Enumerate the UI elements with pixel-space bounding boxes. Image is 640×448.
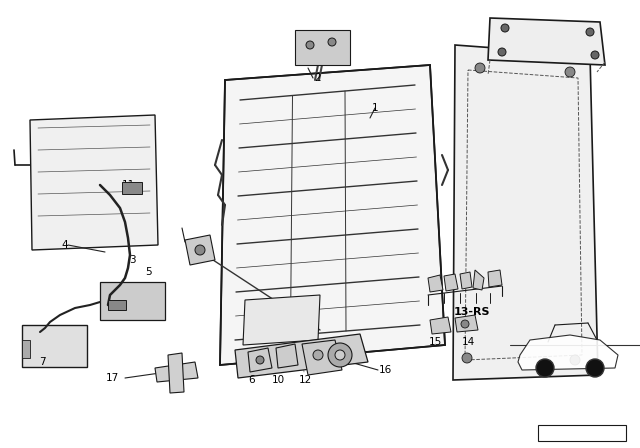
Text: 13-RS: 13-RS	[454, 307, 490, 317]
Polygon shape	[428, 275, 443, 292]
Polygon shape	[276, 344, 298, 368]
Text: 4: 4	[61, 240, 68, 250]
Text: 16: 16	[378, 365, 392, 375]
Bar	[22, 325, 87, 367]
Circle shape	[501, 24, 509, 32]
Bar	[108, 300, 126, 310]
Circle shape	[586, 28, 594, 36]
Polygon shape	[168, 353, 184, 393]
Text: 6: 6	[249, 375, 255, 385]
Circle shape	[498, 48, 506, 56]
Polygon shape	[235, 334, 368, 378]
Bar	[22, 340, 30, 358]
Circle shape	[461, 320, 469, 328]
Polygon shape	[488, 270, 502, 287]
Text: 2: 2	[315, 73, 321, 83]
Bar	[538, 425, 626, 441]
Polygon shape	[185, 235, 215, 265]
Circle shape	[591, 51, 599, 59]
Polygon shape	[473, 270, 484, 290]
Circle shape	[306, 41, 314, 49]
Text: 00395700: 00395700	[563, 428, 602, 438]
Bar	[122, 182, 142, 194]
Polygon shape	[243, 295, 320, 345]
Text: 11: 11	[122, 180, 134, 190]
Circle shape	[256, 356, 264, 364]
Circle shape	[195, 245, 205, 255]
Text: 10: 10	[271, 375, 285, 385]
Polygon shape	[455, 315, 478, 332]
Circle shape	[475, 63, 485, 73]
Polygon shape	[220, 65, 445, 365]
Polygon shape	[430, 317, 451, 334]
Circle shape	[565, 67, 575, 77]
Polygon shape	[444, 274, 458, 291]
Text: 5: 5	[145, 267, 151, 277]
Polygon shape	[488, 18, 605, 65]
Circle shape	[462, 353, 472, 363]
Circle shape	[586, 359, 604, 377]
Circle shape	[570, 355, 580, 365]
Text: 15: 15	[428, 337, 442, 347]
Circle shape	[328, 343, 352, 367]
Text: 7: 7	[38, 357, 45, 367]
Bar	[295, 30, 350, 65]
Circle shape	[536, 359, 554, 377]
Text: 3: 3	[129, 255, 135, 265]
Polygon shape	[155, 362, 198, 382]
Polygon shape	[518, 335, 618, 370]
Text: 1: 1	[372, 103, 378, 113]
Text: 14: 14	[461, 337, 475, 347]
Text: 12: 12	[298, 375, 312, 385]
Polygon shape	[460, 272, 472, 289]
Polygon shape	[302, 340, 342, 375]
Polygon shape	[248, 348, 272, 372]
Circle shape	[313, 350, 323, 360]
Polygon shape	[30, 115, 158, 250]
Polygon shape	[453, 45, 598, 380]
Circle shape	[335, 350, 345, 360]
Bar	[100, 282, 165, 320]
Text: 17: 17	[106, 373, 118, 383]
Circle shape	[328, 38, 336, 46]
